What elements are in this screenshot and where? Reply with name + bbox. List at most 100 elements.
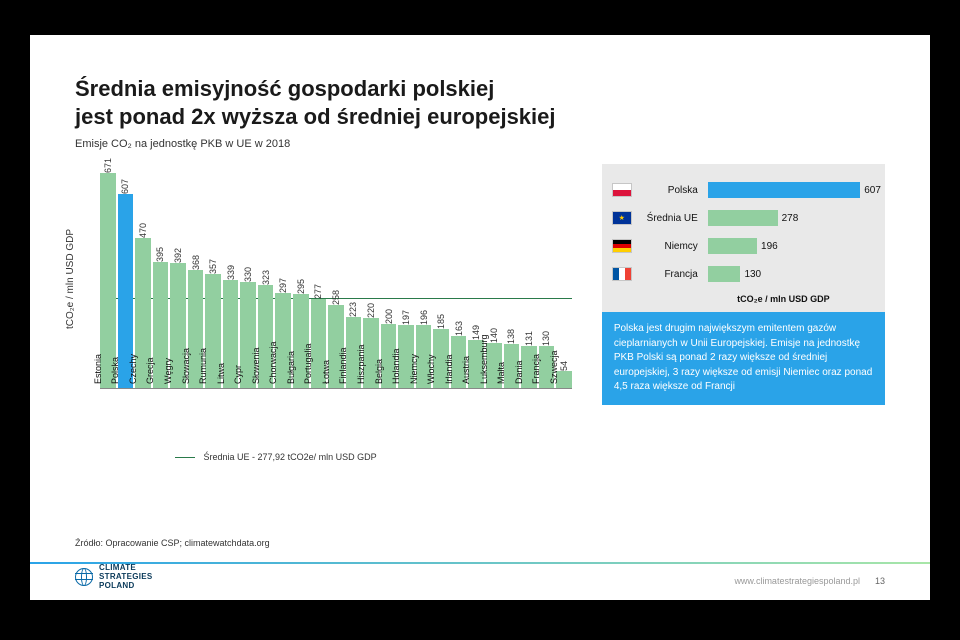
bar-category-label: Czechy: [128, 354, 138, 388]
bar-value-label: 330: [243, 267, 253, 282]
bar-value-label: 220: [366, 303, 376, 318]
title-line-2: jest ponad 2x wyższa od średniej europej…: [75, 104, 556, 129]
main-area: tCO₂e / mln USD GDP 671Estonia 607 Polska 4…: [75, 164, 885, 454]
bar-value-label: 368: [191, 255, 201, 270]
bar-value-label: 185: [436, 314, 446, 329]
comparison-bar: [708, 238, 757, 254]
bar-value-label: 196: [419, 310, 429, 325]
bar-category-label: Austria: [461, 356, 471, 388]
comparison-bar: [708, 266, 741, 282]
comparison-row: Francja 130: [612, 260, 871, 288]
bar-value-label: 357: [208, 259, 218, 274]
bar-value-label: 163: [454, 321, 464, 336]
bar-category-label: Irlandia: [444, 354, 454, 388]
slide: Średnia emisyjność gospodarki polskiej j…: [30, 35, 930, 600]
comparison-chart: Polska 607 ★Średnia UE278 Niemcy 196 Francja 1…: [602, 164, 885, 312]
bar-value-label: 140: [489, 328, 499, 343]
bar-category-label: Chorwacja: [268, 341, 278, 388]
comparison-label: Niemcy: [638, 241, 702, 252]
bar-col: 357Rumunia: [205, 164, 221, 388]
y-axis-label: tCO₂e / mln USD GDP: [65, 164, 77, 394]
bar-value-label: 671: [103, 158, 113, 173]
bar-col: 395Grecja: [153, 164, 169, 388]
bar-category-label: Portugalia: [303, 343, 313, 388]
bar-value-label: 223: [348, 302, 358, 317]
comparison-row: Polska 607: [612, 176, 871, 204]
bar-category-label: Dania: [514, 360, 524, 388]
comparison-row: Niemcy 196: [612, 232, 871, 260]
comparison-value: 278: [778, 210, 799, 226]
bar-category-label: Słowenia: [251, 347, 261, 388]
bar-value-label: 138: [506, 329, 516, 344]
bar-category-label: Estonia: [93, 354, 103, 388]
page-title: Średnia emisyjność gospodarki polskiej j…: [75, 75, 885, 130]
footer-url: www.climatestrategiespoland.pl: [734, 576, 860, 586]
bar-category-label: Cypr: [233, 365, 243, 388]
title-line-1: Średnia emisyjność gospodarki polskiej: [75, 76, 494, 101]
bar-value-label: 54: [559, 361, 569, 371]
bar-category-label: Niemcy: [409, 354, 419, 388]
bar-value-label: 395: [155, 247, 165, 262]
comparison-value: 196: [757, 238, 778, 254]
comparison-label: Francja: [638, 269, 702, 280]
bar-value-label: 323: [261, 270, 271, 285]
comparison-track: 278: [708, 210, 871, 226]
footer-divider: [30, 562, 930, 564]
bar-category-label: Finlandia: [338, 347, 348, 388]
bar-col: 138Malta: [504, 164, 520, 388]
bar-value-label: 277: [313, 284, 323, 299]
bar-category-label: Holandia: [391, 348, 401, 388]
bar-category-label: Łotwa: [321, 360, 331, 388]
bar-category-label: Belgia: [374, 359, 384, 388]
comparison-row: ★Średnia UE278: [612, 204, 871, 232]
bar-value-label: 200: [384, 309, 394, 324]
globe-icon: [75, 568, 93, 586]
bar-category-label: Francja: [531, 354, 541, 388]
bar-col: 54Szwecja: [556, 164, 572, 388]
bar-value-label: 339: [226, 265, 236, 280]
bar-category-label: Malta: [496, 362, 506, 388]
comparison-label: Polska: [638, 185, 702, 196]
source-line: Źródło: Opracowanie CSP; climatewatchdat…: [75, 538, 270, 548]
logo: CLIMATESTRATEGIESPOLAND: [75, 563, 153, 590]
bar-value-label: 297: [278, 278, 288, 293]
bar-value-label: 295: [296, 279, 306, 294]
bar-category-label: Polska: [110, 357, 120, 388]
page-number: 13: [875, 576, 885, 586]
subtitle: Emisje CO₂ na jednostkę PKB w UE w 2018: [75, 138, 885, 150]
flag-icon: [612, 239, 632, 253]
legend-line-icon: [175, 457, 195, 458]
bars-container: 671Estonia 607 Polska 470 Czechy 395Grecja 392…: [100, 164, 572, 388]
bar-category-label: Słowacja: [181, 348, 191, 388]
comparison-track: 196: [708, 238, 871, 254]
emissions-bar-chart: tCO₂e / mln USD GDP 671Estonia607Polska4…: [75, 164, 572, 454]
bar-category-label: Bułgaria: [286, 351, 296, 388]
bar-col: 220Hiszpania: [363, 164, 379, 388]
bar-col: 671Estonia: [100, 164, 116, 388]
comparison-value: 607: [860, 182, 881, 198]
bar-value-label: 392: [173, 248, 183, 263]
bar-value-label: 258: [331, 290, 341, 305]
bar-value-label: 470: [138, 223, 148, 238]
plot-area: 671Estonia 607 Polska 470 Czechy 395Grecja 392…: [100, 164, 572, 389]
bar-category-label: Węgry: [163, 358, 173, 388]
bar-col: 163Irlandia: [451, 164, 467, 388]
bar-category-label: Włochy: [426, 354, 436, 388]
comparison-bar: [708, 210, 778, 226]
flag-icon: [612, 183, 632, 197]
comparison-value: 130: [740, 266, 761, 282]
comparison-axis-label: tCO₂e / mln USD GDP: [696, 294, 871, 304]
comparison-track: 130: [708, 266, 871, 282]
bar-category-label: Rumunia: [198, 348, 208, 388]
comparison-bar: [708, 182, 860, 198]
comparison-track: 607: [708, 182, 871, 198]
bar-value-label: 130: [541, 331, 551, 346]
bar-category-label: Szwecja: [549, 350, 559, 388]
avg-line-legend: Średnia UE - 277,92 tCO2e/ mln USD GDP: [175, 452, 377, 462]
avg-line-legend-label: Średnia UE - 277,92 tCO2e/ mln USD GDP: [204, 452, 377, 462]
bar-value-label: 607: [120, 179, 130, 194]
flag-icon: [612, 267, 632, 281]
logo-text: CLIMATESTRATEGIESPOLAND: [99, 563, 153, 590]
callout-box: Polska jest drugim największym emitentem…: [602, 312, 885, 405]
flag-icon: ★: [612, 211, 632, 225]
